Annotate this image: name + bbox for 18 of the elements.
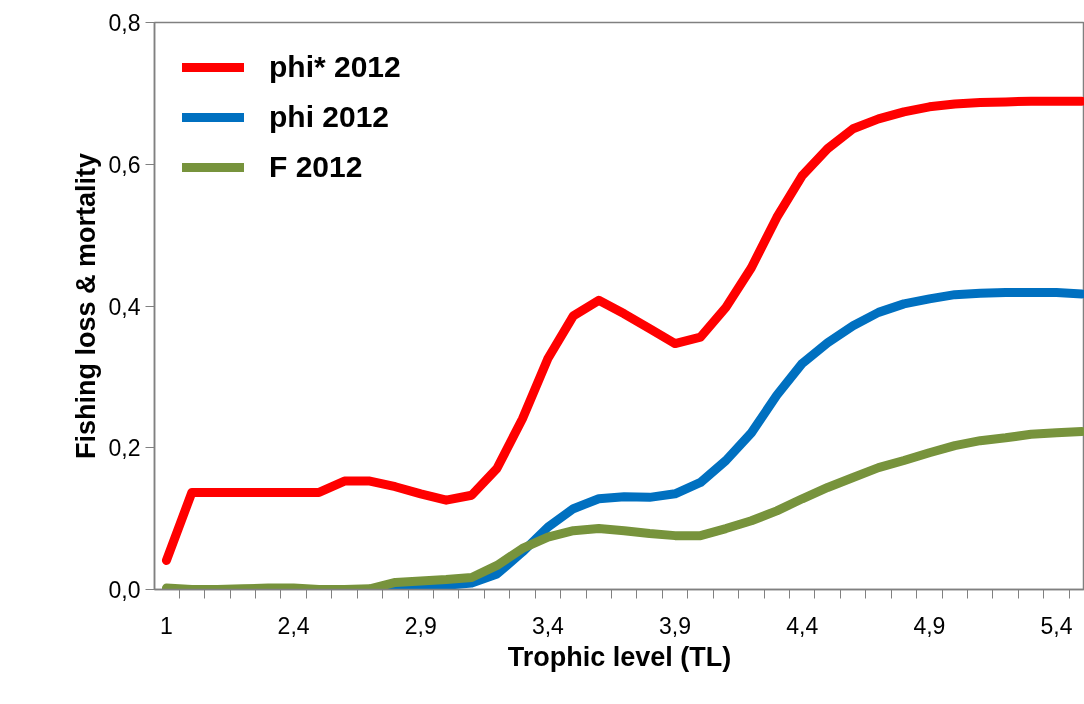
x-tick-label: 1 [160,612,173,639]
x-tick-label: 5,4 [1040,612,1073,639]
legend-label: phi 2012 [269,100,390,134]
y-tick-label: 0,6 [108,151,141,178]
y-tick-label: 0,4 [108,293,141,320]
x-tick-label: 4,4 [786,612,819,639]
legend-label: F 2012 [269,150,363,184]
y-tick-label: 0,0 [108,577,141,603]
legend-label: phi* 2012 [269,50,401,84]
y-tick-label: 0,2 [108,435,141,462]
x-axis-title: Trophic level (TL) [507,641,732,672]
x-tick-label: 4,9 [913,612,946,639]
x-tick-label: 3,4 [531,612,565,639]
y-tick-label: 0,8 [108,10,141,36]
x-tick-label: 3,9 [659,612,692,639]
y-axis-title: Fishing loss & mortality [70,152,101,460]
x-tick-label: 2,4 [277,612,310,639]
x-tick-label: 2,9 [404,612,437,639]
